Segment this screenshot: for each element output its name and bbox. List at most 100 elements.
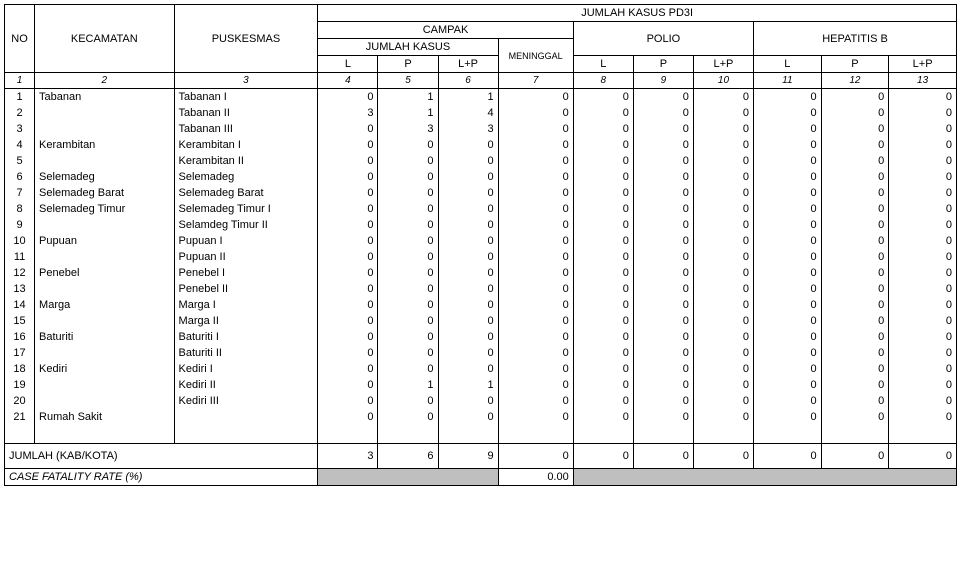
- row-puskesmas: Penebel II: [174, 281, 318, 297]
- row-kecamatan: [35, 345, 175, 361]
- row-value: 0: [633, 313, 693, 329]
- row-value: 0: [693, 137, 753, 153]
- row-value: 0: [318, 137, 378, 153]
- row-value: 0: [498, 393, 573, 409]
- totals-v1: 6: [378, 444, 438, 469]
- table-row: 17Baturiti II0000000000: [5, 345, 957, 361]
- col-index-5: 5: [378, 73, 438, 89]
- row-value: 0: [318, 121, 378, 137]
- row-value: 0: [498, 105, 573, 121]
- row-value: 0: [498, 121, 573, 137]
- hdr-campak-l: L: [318, 56, 378, 73]
- row-value: 0: [498, 201, 573, 217]
- row-value: 1: [438, 377, 498, 393]
- row-value: 0: [633, 89, 693, 106]
- row-value: 0: [693, 345, 753, 361]
- row-value: 3: [438, 121, 498, 137]
- row-value: 0: [633, 185, 693, 201]
- row-no: 14: [5, 297, 35, 313]
- table-row: 20Kediri III0000000000: [5, 393, 957, 409]
- row-value: 0: [498, 233, 573, 249]
- row-puskesmas: Kerambitan II: [174, 153, 318, 169]
- row-value: 0: [633, 217, 693, 233]
- row-puskesmas: Marga I: [174, 297, 318, 313]
- row-value: 0: [378, 265, 438, 281]
- row-value: 0: [821, 313, 889, 329]
- row-no: 11: [5, 249, 35, 265]
- table-row: 3Tabanan III0330000000: [5, 121, 957, 137]
- row-value: 0: [889, 409, 957, 425]
- row-value: 0: [438, 409, 498, 425]
- row-value: 0: [693, 105, 753, 121]
- row-value: 0: [498, 217, 573, 233]
- row-value: 0: [754, 169, 822, 185]
- cfr-row: CASE FATALITY RATE (%) 0.00: [5, 469, 957, 486]
- row-value: 3: [378, 121, 438, 137]
- row-puskesmas: Baturiti I: [174, 329, 318, 345]
- row-value: 0: [438, 217, 498, 233]
- hdr-meninggal: MENINGGAL: [498, 39, 573, 73]
- hdr-jumlah-kasus: JUMLAH KASUS: [318, 39, 498, 56]
- row-value: 0: [693, 265, 753, 281]
- totals-label: JUMLAH (KAB/KOTA): [5, 444, 318, 469]
- table-header: NO KECAMATAN PUSKESMAS JUMLAH KASUS PD3I…: [5, 5, 957, 89]
- row-value: 0: [754, 377, 822, 393]
- row-value: 0: [573, 153, 633, 169]
- row-value: 0: [438, 265, 498, 281]
- hdr-no: NO: [5, 5, 35, 73]
- row-value: 1: [438, 89, 498, 106]
- row-value: 0: [754, 137, 822, 153]
- row-value: 0: [378, 249, 438, 265]
- row-value: 0: [318, 233, 378, 249]
- table-row: 11Pupuan II0000000000: [5, 249, 957, 265]
- table-row: 15Marga II0000000000: [5, 313, 957, 329]
- totals-v7: 0: [754, 444, 822, 469]
- row-value: 0: [754, 217, 822, 233]
- row-kecamatan: [35, 249, 175, 265]
- row-value: 0: [318, 297, 378, 313]
- row-value: 0: [573, 169, 633, 185]
- col-index-12: 12: [821, 73, 889, 89]
- col-index-10: 10: [693, 73, 753, 89]
- row-value: 0: [821, 281, 889, 297]
- row-value: 0: [693, 89, 753, 106]
- row-value: 0: [378, 297, 438, 313]
- row-no: 7: [5, 185, 35, 201]
- row-value: 0: [754, 233, 822, 249]
- totals-v4: 0: [573, 444, 633, 469]
- row-value: 0: [633, 393, 693, 409]
- hdr-polio-p: P: [633, 56, 693, 73]
- row-value: 0: [693, 217, 753, 233]
- hdr-campak: CAMPAK: [318, 22, 573, 39]
- row-kecamatan: Kerambitan: [35, 137, 175, 153]
- row-kecamatan: [35, 153, 175, 169]
- row-value: 0: [821, 265, 889, 281]
- row-value: 0: [693, 201, 753, 217]
- row-value: 0: [573, 313, 633, 329]
- table-row: 1TabananTabanan I0110000000: [5, 89, 957, 106]
- row-value: 0: [693, 329, 753, 345]
- row-value: 0: [573, 137, 633, 153]
- row-value: 0: [821, 377, 889, 393]
- row-kecamatan: [35, 313, 175, 329]
- totals-v3: 0: [498, 444, 573, 469]
- row-value: 0: [438, 249, 498, 265]
- hdr-hepb-p: P: [821, 56, 889, 73]
- row-value: 0: [754, 297, 822, 313]
- col-index-6: 6: [438, 73, 498, 89]
- row-value: 0: [889, 89, 957, 106]
- row-puskesmas: Kediri I: [174, 361, 318, 377]
- col-index-8: 8: [573, 73, 633, 89]
- row-value: 0: [318, 169, 378, 185]
- hdr-hepb-l: L: [754, 56, 822, 73]
- row-value: 0: [378, 345, 438, 361]
- row-value: 0: [821, 345, 889, 361]
- row-value: 0: [573, 249, 633, 265]
- row-value: 0: [318, 89, 378, 106]
- row-value: 0: [633, 409, 693, 425]
- row-puskesmas: Penebel I: [174, 265, 318, 281]
- row-value: 0: [438, 393, 498, 409]
- row-value: 0: [378, 201, 438, 217]
- row-value: 0: [889, 265, 957, 281]
- row-value: 0: [889, 137, 957, 153]
